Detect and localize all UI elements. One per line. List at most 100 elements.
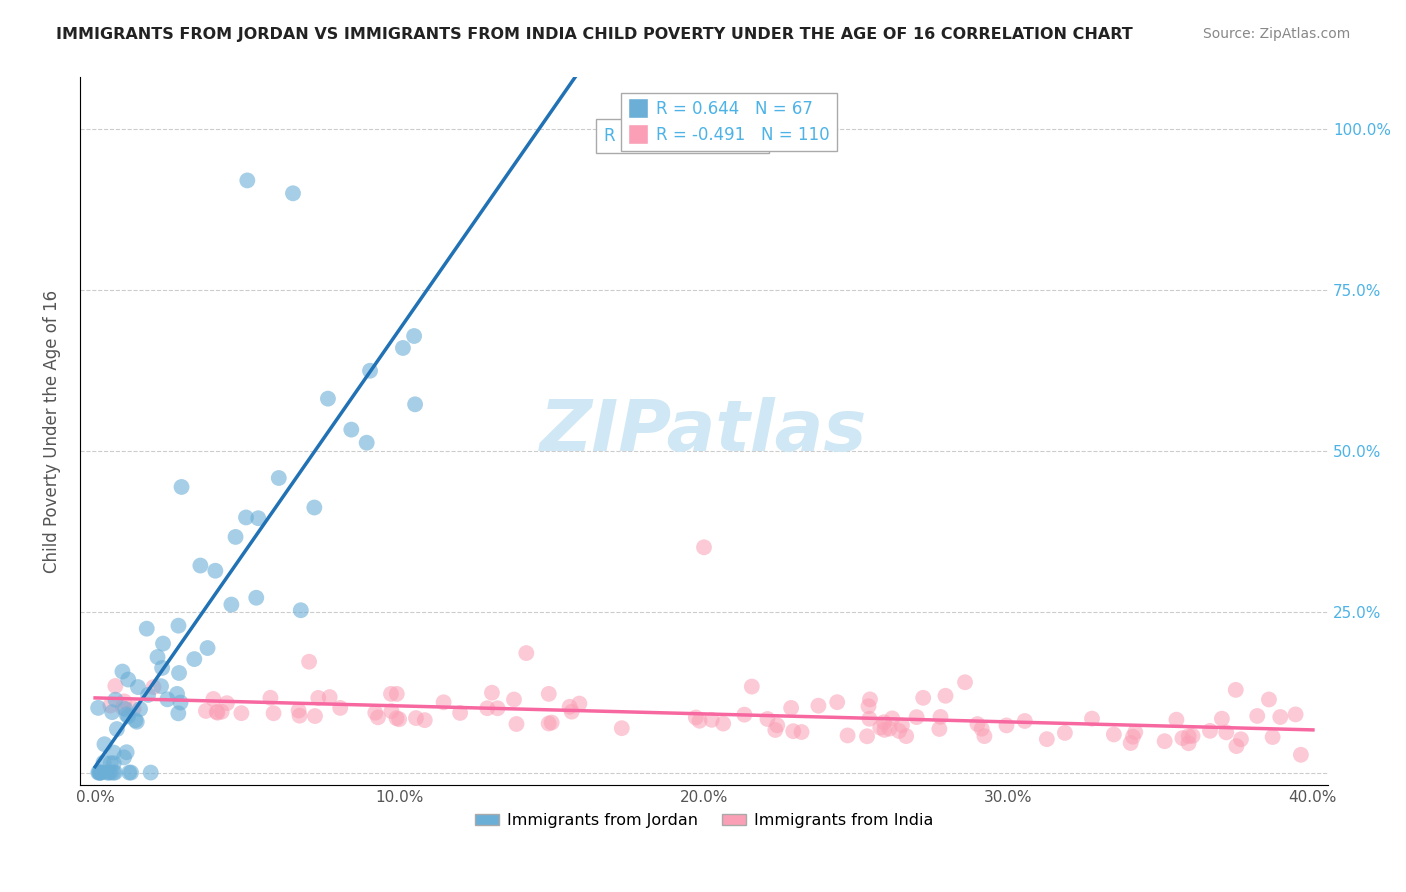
Point [385,711,408,725]
Point [1123,725,1146,739]
Point [231,706,253,721]
Point [152,637,174,651]
Point [117,709,139,723]
Point [167,618,190,632]
Point [540,715,562,730]
Point [115,707,138,722]
Point [568,697,591,711]
Point [89,765,111,780]
Point [711,716,734,731]
Point [825,695,848,709]
Point [120,765,142,780]
Point [100,765,122,780]
Point [263,706,285,721]
Point [380,687,402,701]
Point [1119,736,1142,750]
Point [741,680,763,694]
Point [307,690,329,705]
Point [93,756,115,770]
Point [136,688,159,702]
Point [1289,747,1312,762]
Point [259,690,281,705]
Point [304,709,326,723]
Point [340,423,363,437]
Point [105,722,128,736]
Point [912,690,935,705]
Point [281,186,304,201]
Point [515,646,537,660]
Point [610,721,633,735]
Point [202,692,225,706]
Point [1258,692,1281,706]
Point [537,716,560,731]
Point [1230,732,1253,747]
Point [139,765,162,780]
Point [970,722,993,736]
Point [953,675,976,690]
Point [1102,727,1125,741]
Point [1261,730,1284,744]
Point [288,708,311,723]
Point [561,705,583,719]
Point [837,728,859,742]
Point [205,705,228,719]
Point [486,701,509,715]
Point [287,704,309,718]
Point [104,692,127,706]
Point [505,717,527,731]
Point [689,714,711,728]
Legend: Immigrants from Jordan, Immigrants from India: Immigrants from Jordan, Immigrants from … [468,806,939,834]
Point [1225,739,1247,753]
Point [142,680,165,694]
Point [890,718,912,732]
Point [763,723,786,737]
Point [896,729,918,743]
Point [103,756,125,771]
Point [90,765,112,780]
Point [225,530,247,544]
Point [167,665,190,680]
Point [388,712,411,726]
Point [112,750,135,764]
Point [169,696,191,710]
Text: Source: ZipAtlas.com: Source: ZipAtlas.com [1202,27,1350,41]
Point [204,564,226,578]
Point [405,711,427,725]
Point [733,707,755,722]
Point [1177,736,1199,750]
Point [700,713,723,727]
Point [129,702,152,716]
Point [290,603,312,617]
Point [1177,729,1199,743]
Point [858,699,880,714]
Point [1122,730,1144,744]
Point [966,717,988,731]
Point [114,702,136,716]
Point [905,710,928,724]
Point [995,718,1018,732]
Y-axis label: Child Poverty Under the Age of 16: Child Poverty Under the Age of 16 [44,290,60,573]
Point [558,699,581,714]
Point [166,687,188,701]
Point [873,723,896,737]
Point [215,696,238,710]
Point [869,721,891,735]
Point [167,706,190,721]
Point [503,692,526,706]
Point [197,640,219,655]
Point [693,541,716,555]
Point [404,329,426,343]
Point [1181,729,1204,743]
Point [807,698,830,713]
Point [780,701,803,715]
Point [449,706,471,720]
Point [194,704,217,718]
Point [156,692,179,706]
Point [1246,709,1268,723]
Point [537,687,560,701]
Point [115,745,138,759]
Point [1199,723,1222,738]
Point [1166,713,1188,727]
Point [298,655,321,669]
Point [1153,734,1175,748]
